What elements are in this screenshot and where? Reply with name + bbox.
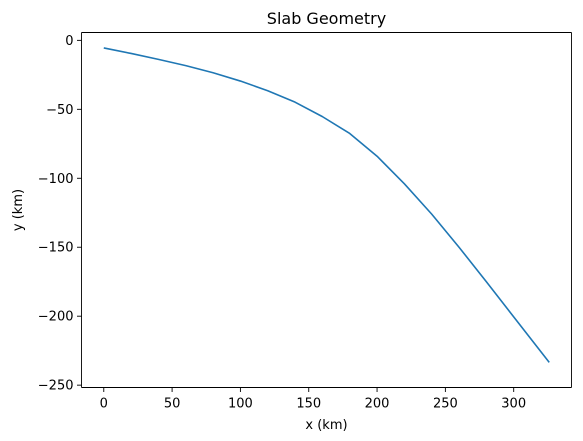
x-tick-label: 150 [296, 397, 321, 412]
plot-background [81, 32, 572, 388]
x-tick-label: 100 [228, 397, 253, 412]
y-tick-label: −200 [38, 310, 74, 325]
y-tick-label: −150 [38, 241, 74, 256]
axes-layer [81, 32, 572, 388]
y-tick-label: 0 [65, 34, 73, 49]
x-tick-label: 250 [433, 397, 458, 412]
x-tick-label: 50 [164, 397, 181, 412]
y-tick-label: −250 [38, 379, 74, 394]
y-tick-label: −50 [46, 103, 73, 118]
series-layer [103, 47, 550, 363]
chart-title: Slab Geometry [267, 9, 386, 28]
ticks-layer: 0 50 100 150 200 250 300 0 −50 −100 −150 −200 −250 [38, 34, 526, 412]
x-tick-label: 200 [365, 397, 390, 412]
x-axis-title: x (km) [305, 418, 347, 433]
x-tick-label: 0 [100, 397, 108, 412]
y-axis-title: y (km) [11, 189, 26, 231]
y-tick-label: −100 [38, 172, 74, 187]
x-tick-label: 300 [501, 397, 526, 412]
series-line-0 [103, 47, 550, 363]
